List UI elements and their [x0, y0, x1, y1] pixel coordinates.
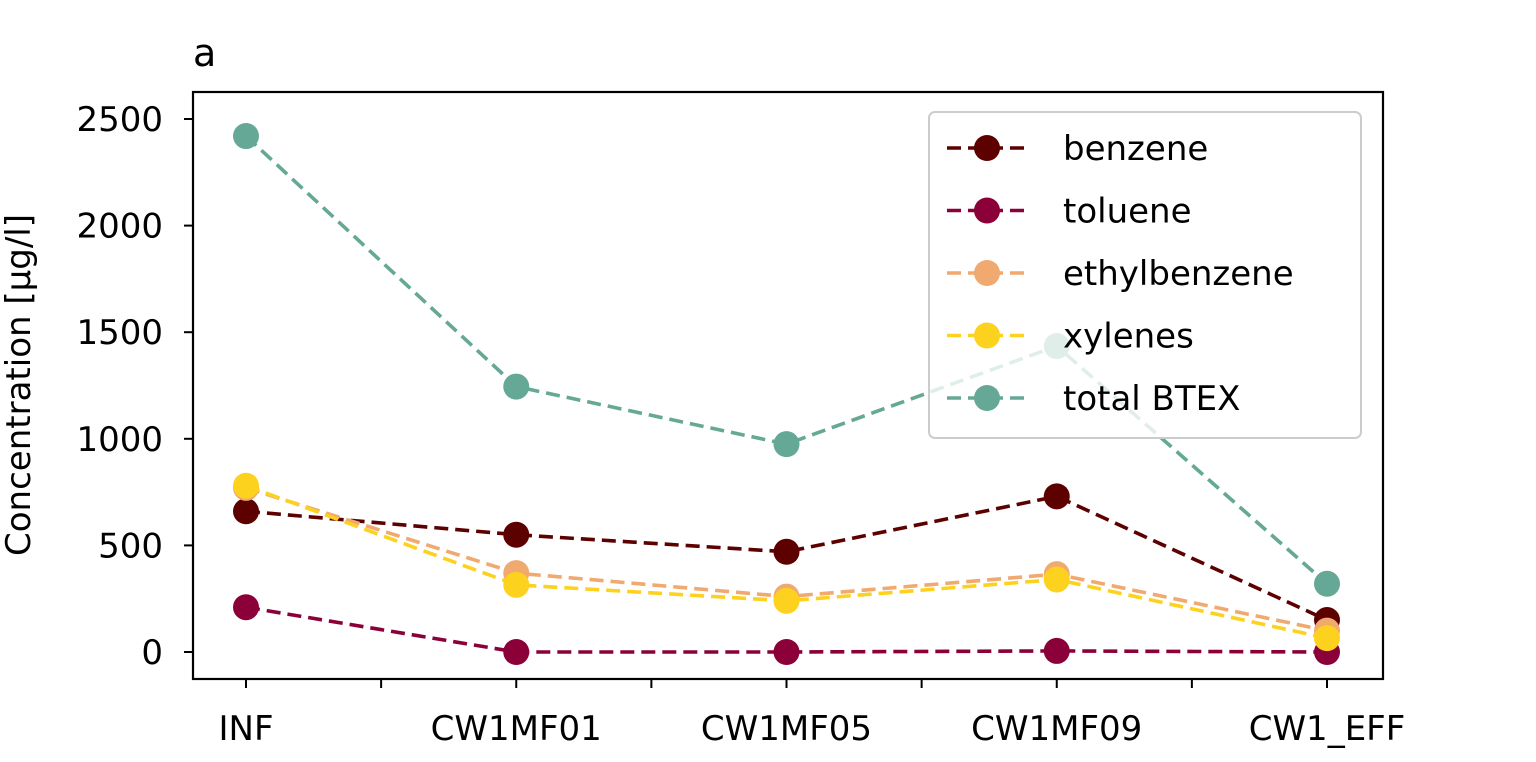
- y-axis-label: Concentration [µg/l]: [0, 214, 39, 556]
- data-point-total-BTEX: [233, 123, 259, 150]
- data-point-benzene: [773, 538, 800, 565]
- y-tick-label: 500: [98, 526, 163, 566]
- legend-label: xylenes: [1063, 317, 1194, 357]
- x-tick-label: CW1MF05: [701, 709, 872, 749]
- legend-marker: [974, 260, 1000, 286]
- data-point-toluene: [233, 594, 259, 621]
- data-point-xylenes: [503, 571, 530, 598]
- y-tick-label: 1500: [76, 313, 163, 353]
- data-point-xylenes: [233, 472, 259, 499]
- data-point-benzene: [1043, 483, 1070, 510]
- legend-marker: [974, 385, 1000, 411]
- data-point-toluene: [1043, 637, 1070, 664]
- data-point-xylenes: [1043, 566, 1070, 593]
- legend-marker: [974, 135, 1000, 161]
- data-point-total-BTEX: [503, 373, 530, 400]
- data-point-xylenes: [773, 587, 800, 614]
- x-tick-label: CW1MF09: [971, 709, 1142, 749]
- legend-label: toluene: [1063, 192, 1192, 232]
- y-tick-label: 2500: [76, 100, 163, 140]
- legend-box: [928, 111, 1362, 439]
- x-tick-label: INF: [218, 709, 273, 749]
- series-line-toluene: [245, 605, 1328, 654]
- legend-marker: [974, 322, 1000, 349]
- legend-marker: [974, 197, 1000, 224]
- legend-label: benzene: [1063, 129, 1208, 169]
- data-point-total-BTEX: [773, 431, 800, 458]
- data-point-xylenes: [1314, 625, 1340, 652]
- chart-title: a: [193, 31, 216, 75]
- legend: benzene toluene ethylbenzene xylenes total B…: [928, 111, 1362, 439]
- y-tick-label: 0: [141, 633, 163, 673]
- x-tick-label: CW1MF01: [431, 709, 602, 749]
- legend-label: total BTEX: [1063, 379, 1240, 419]
- y-tick-label: 1000: [76, 420, 163, 460]
- series-line-benzene: [245, 494, 1328, 622]
- data-point-total-BTEX: [1314, 570, 1340, 597]
- legend-label: ethylbenzene: [1063, 254, 1294, 294]
- axes-frame: [191, 90, 1385, 681]
- data-point-benzene: [503, 521, 530, 548]
- data-point-benzene: [233, 498, 259, 525]
- data-point-toluene: [503, 639, 530, 665]
- x-tick-label: CW1_EFF: [1249, 709, 1406, 749]
- y-tick-label: 2000: [76, 207, 163, 247]
- data-point-toluene: [773, 639, 800, 665]
